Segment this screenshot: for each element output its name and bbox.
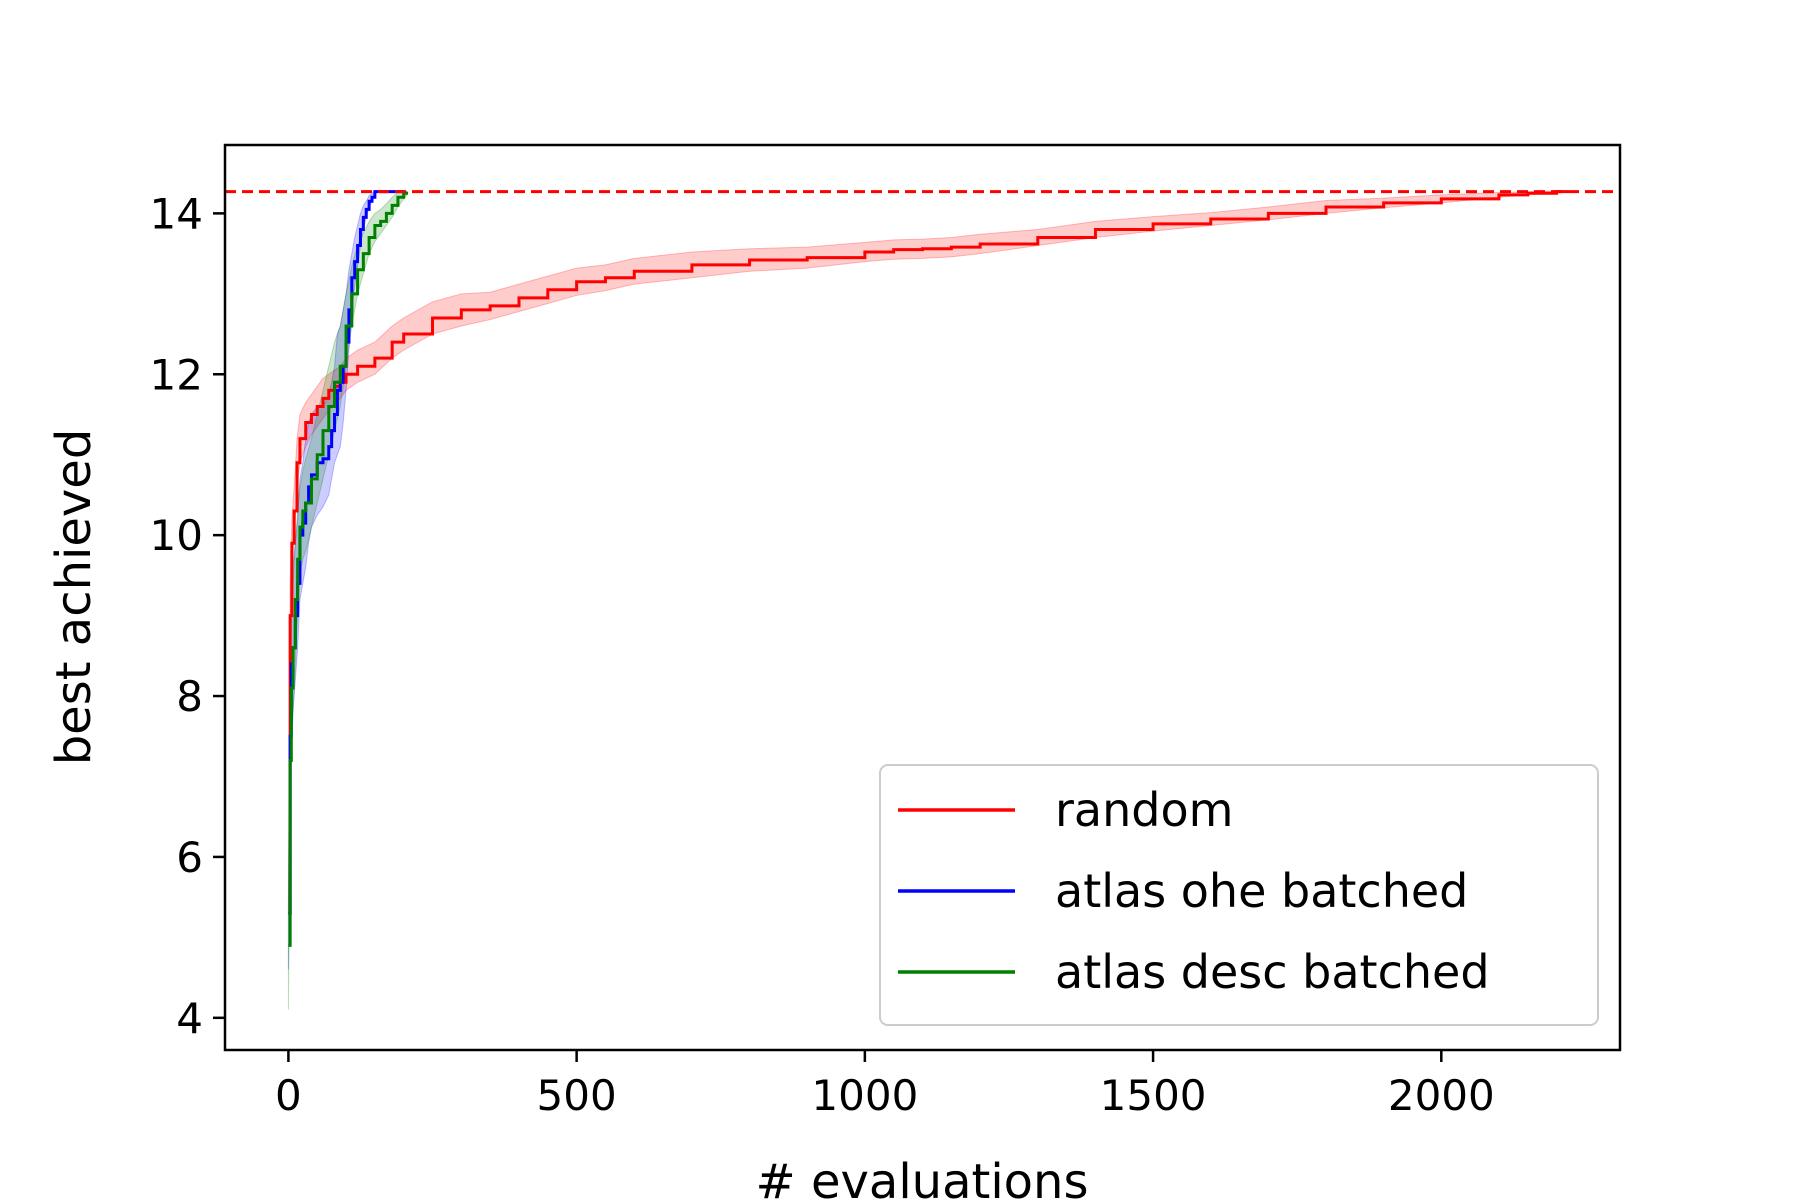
x-tick-label: 1000 <box>811 1071 918 1120</box>
legend-label-atlas-ohe-batched: atlas ohe batched <box>1055 864 1468 918</box>
legend: random atlas ohe batched atlas desc batc… <box>879 764 1599 1026</box>
y-tick-label: 4 <box>176 994 203 1043</box>
series-line-atlas-desc-batched <box>288 191 409 947</box>
y-tick-label: 12 <box>150 350 203 399</box>
x-tick-label: 0 <box>275 1071 302 1120</box>
legend-label-random: random <box>1055 783 1233 837</box>
axis-ticks: 0 500 1000 1500 2000 4 6 8 10 12 14 <box>150 189 1495 1120</box>
legend-label-atlas-desc-batched: atlas desc batched <box>1055 945 1490 999</box>
y-tick-label: 10 <box>150 511 203 560</box>
legend-box <box>879 764 1599 1026</box>
x-tick-label: 2000 <box>1388 1071 1495 1120</box>
y-axis-label: best achieved <box>46 429 102 766</box>
x-axis-label: # evaluations <box>756 1154 1089 1200</box>
y-tick-label: 8 <box>176 672 203 721</box>
series-line-atlas-ohe-batched <box>288 190 404 915</box>
y-tick-label: 6 <box>176 833 203 882</box>
y-tick-label: 14 <box>150 189 203 238</box>
x-tick-label: 500 <box>537 1071 617 1120</box>
x-tick-label: 1500 <box>1100 1071 1207 1120</box>
series-line-random <box>288 190 1569 915</box>
plot-frame <box>223 143 1622 1052</box>
plot-area <box>225 190 1620 1010</box>
